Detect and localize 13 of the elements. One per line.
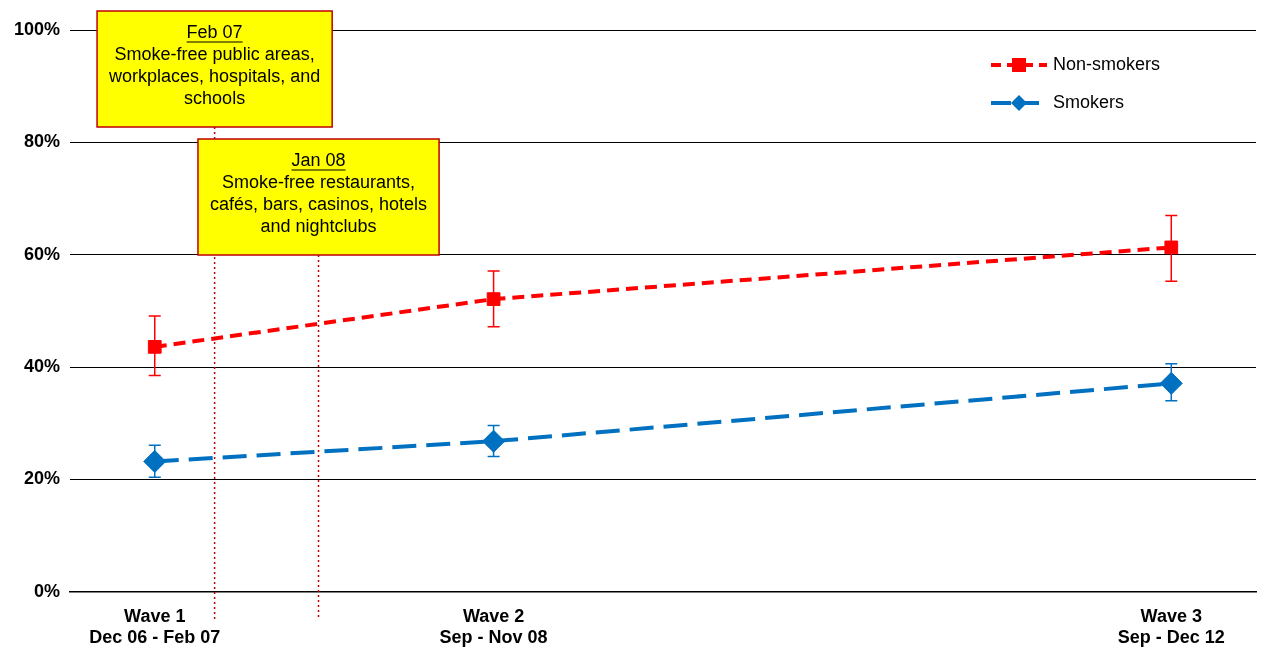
x-tick-label: Wave 1 Dec 06 - Feb 07 — [89, 605, 221, 648]
legend-label: Non-smokers — [1053, 53, 1161, 74]
x-tick-label: Wave 3 Sep - Dec 12 — [1117, 605, 1225, 648]
y-tick-label: 100% — [13, 18, 61, 39]
y-tick-label: 20% — [24, 468, 61, 489]
x-tick-label: Wave 2 Sep - Nov 08 — [439, 605, 548, 648]
y-tick-label: 0% — [34, 580, 61, 601]
annotation: Feb 07 Smoke-free public areas, workplaces, hospitals, and schools — [108, 21, 321, 108]
legend-label: Smokers — [1053, 91, 1125, 112]
y-tick-label: 60% — [24, 243, 61, 264]
y-tick-label: 80% — [24, 131, 61, 152]
annotation: Jan 08 Smoke-free restaurants, cafés, bars, casinos, hotels and nightclubs — [209, 149, 428, 236]
y-tick-label: 40% — [24, 356, 61, 377]
